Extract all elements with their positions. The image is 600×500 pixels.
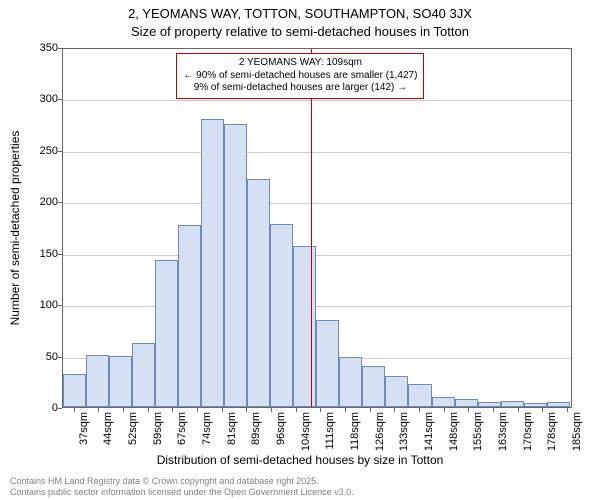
x-tick-mark bbox=[197, 408, 198, 412]
x-tick-mark bbox=[98, 408, 99, 412]
chart-title-main: 2, YEOMANS WAY, TOTTON, SOUTHAMPTON, SO4… bbox=[0, 6, 600, 21]
y-tick-mark bbox=[58, 99, 62, 100]
y-axis-label: Number of semi-detached properties bbox=[8, 131, 22, 326]
x-tick-label: 141sqm bbox=[423, 412, 435, 451]
y-tick-label: 200 bbox=[24, 196, 58, 208]
y-tick-mark bbox=[58, 357, 62, 358]
y-tick-mark bbox=[58, 202, 62, 203]
annotation-line-2: 9% of semi-detached houses are larger (1… bbox=[183, 82, 417, 95]
x-tick-mark bbox=[394, 408, 395, 412]
x-tick-label: 178sqm bbox=[546, 412, 558, 451]
histogram-bar bbox=[408, 384, 431, 407]
x-tick-label: 59sqm bbox=[152, 412, 164, 445]
footer-line-2: Contains public sector information licen… bbox=[10, 487, 354, 497]
y-tick-label: 0 bbox=[24, 402, 58, 414]
footer-attribution: Contains HM Land Registry data © Crown c… bbox=[10, 476, 354, 497]
histogram-bar bbox=[501, 401, 524, 407]
y-tick-label: 350 bbox=[24, 42, 58, 54]
histogram-bar bbox=[109, 356, 132, 407]
histogram-bar bbox=[224, 124, 247, 407]
x-tick-label: 44sqm bbox=[102, 412, 114, 445]
x-tick-mark bbox=[123, 408, 124, 412]
x-tick-mark bbox=[296, 408, 297, 412]
x-tick-mark bbox=[419, 408, 420, 412]
x-tick-label: 163sqm bbox=[497, 412, 509, 451]
y-tick-label: 150 bbox=[24, 248, 58, 260]
x-tick-label: 133sqm bbox=[398, 412, 410, 451]
gridline-h bbox=[63, 255, 571, 256]
x-tick-label: 37sqm bbox=[78, 412, 90, 445]
histogram-bar bbox=[155, 260, 178, 407]
x-tick-mark bbox=[468, 408, 469, 412]
x-tick-label: 170sqm bbox=[522, 412, 534, 451]
x-tick-label: 96sqm bbox=[275, 412, 287, 445]
x-axis-label: Distribution of semi-detached houses by … bbox=[0, 453, 600, 467]
x-tick-mark bbox=[518, 408, 519, 412]
gridline-h bbox=[63, 152, 571, 153]
histogram-bar bbox=[362, 366, 385, 407]
y-tick-mark bbox=[58, 254, 62, 255]
x-tick-mark bbox=[246, 408, 247, 412]
x-tick-label: 89sqm bbox=[250, 412, 262, 445]
y-tick-label: 300 bbox=[24, 93, 58, 105]
chart-title-sub: Size of property relative to semi-detach… bbox=[0, 24, 600, 39]
x-tick-label: 185sqm bbox=[571, 412, 583, 451]
annotation-box: 2 YEOMANS WAY: 109sqm← 90% of semi-detac… bbox=[176, 53, 424, 99]
plot-area: 2 YEOMANS WAY: 109sqm← 90% of semi-detac… bbox=[62, 48, 572, 408]
annotation-line-1: ← 90% of semi-detached houses are smalle… bbox=[183, 70, 417, 83]
histogram-bar bbox=[63, 374, 86, 407]
histogram-bar bbox=[524, 403, 547, 407]
histogram-bar bbox=[201, 119, 224, 407]
x-tick-mark bbox=[542, 408, 543, 412]
y-tick-label: 250 bbox=[24, 145, 58, 157]
y-tick-mark bbox=[58, 151, 62, 152]
x-tick-mark bbox=[493, 408, 494, 412]
x-tick-label: 148sqm bbox=[448, 412, 460, 451]
x-tick-mark bbox=[271, 408, 272, 412]
footer-line-1: Contains HM Land Registry data © Crown c… bbox=[10, 476, 354, 486]
x-tick-mark bbox=[320, 408, 321, 412]
x-tick-mark bbox=[74, 408, 75, 412]
x-tick-label: 52sqm bbox=[127, 412, 139, 445]
histogram-bar bbox=[293, 246, 316, 407]
x-tick-mark bbox=[345, 408, 346, 412]
x-tick-mark bbox=[444, 408, 445, 412]
histogram-bar bbox=[547, 402, 570, 407]
x-tick-label: 67sqm bbox=[176, 412, 188, 445]
histogram-bar bbox=[455, 399, 478, 407]
histogram-bar bbox=[247, 179, 270, 407]
histogram-bar bbox=[178, 225, 201, 407]
y-tick-label: 50 bbox=[24, 351, 58, 363]
x-tick-mark bbox=[222, 408, 223, 412]
histogram-bar bbox=[339, 357, 362, 407]
x-tick-label: 81sqm bbox=[226, 412, 238, 445]
histogram-bar bbox=[132, 343, 155, 407]
x-tick-label: 111sqm bbox=[324, 412, 336, 450]
annotation-title: 2 YEOMANS WAY: 109sqm bbox=[183, 57, 417, 70]
x-tick-label: 155sqm bbox=[472, 412, 484, 451]
histogram-bar bbox=[86, 355, 109, 407]
y-tick-label: 100 bbox=[24, 299, 58, 311]
x-tick-mark bbox=[148, 408, 149, 412]
x-tick-mark bbox=[172, 408, 173, 412]
y-tick-mark bbox=[58, 48, 62, 49]
chart-container: 2, YEOMANS WAY, TOTTON, SOUTHAMPTON, SO4… bbox=[0, 0, 600, 500]
y-tick-mark bbox=[58, 408, 62, 409]
histogram-bar bbox=[432, 397, 455, 407]
marker-line bbox=[311, 49, 312, 407]
x-tick-label: 104sqm bbox=[300, 412, 312, 451]
gridline-h bbox=[63, 306, 571, 307]
y-tick-mark bbox=[58, 305, 62, 306]
x-tick-label: 118sqm bbox=[349, 412, 361, 450]
histogram-bar bbox=[270, 224, 293, 407]
x-tick-mark bbox=[567, 408, 568, 412]
x-tick-label: 126sqm bbox=[374, 412, 386, 451]
x-tick-mark bbox=[370, 408, 371, 412]
gridline-h bbox=[63, 100, 571, 101]
histogram-bar bbox=[478, 402, 501, 407]
histogram-bar bbox=[316, 320, 339, 407]
gridline-h bbox=[63, 203, 571, 204]
x-tick-label: 74sqm bbox=[201, 412, 213, 445]
histogram-bar bbox=[385, 376, 408, 407]
